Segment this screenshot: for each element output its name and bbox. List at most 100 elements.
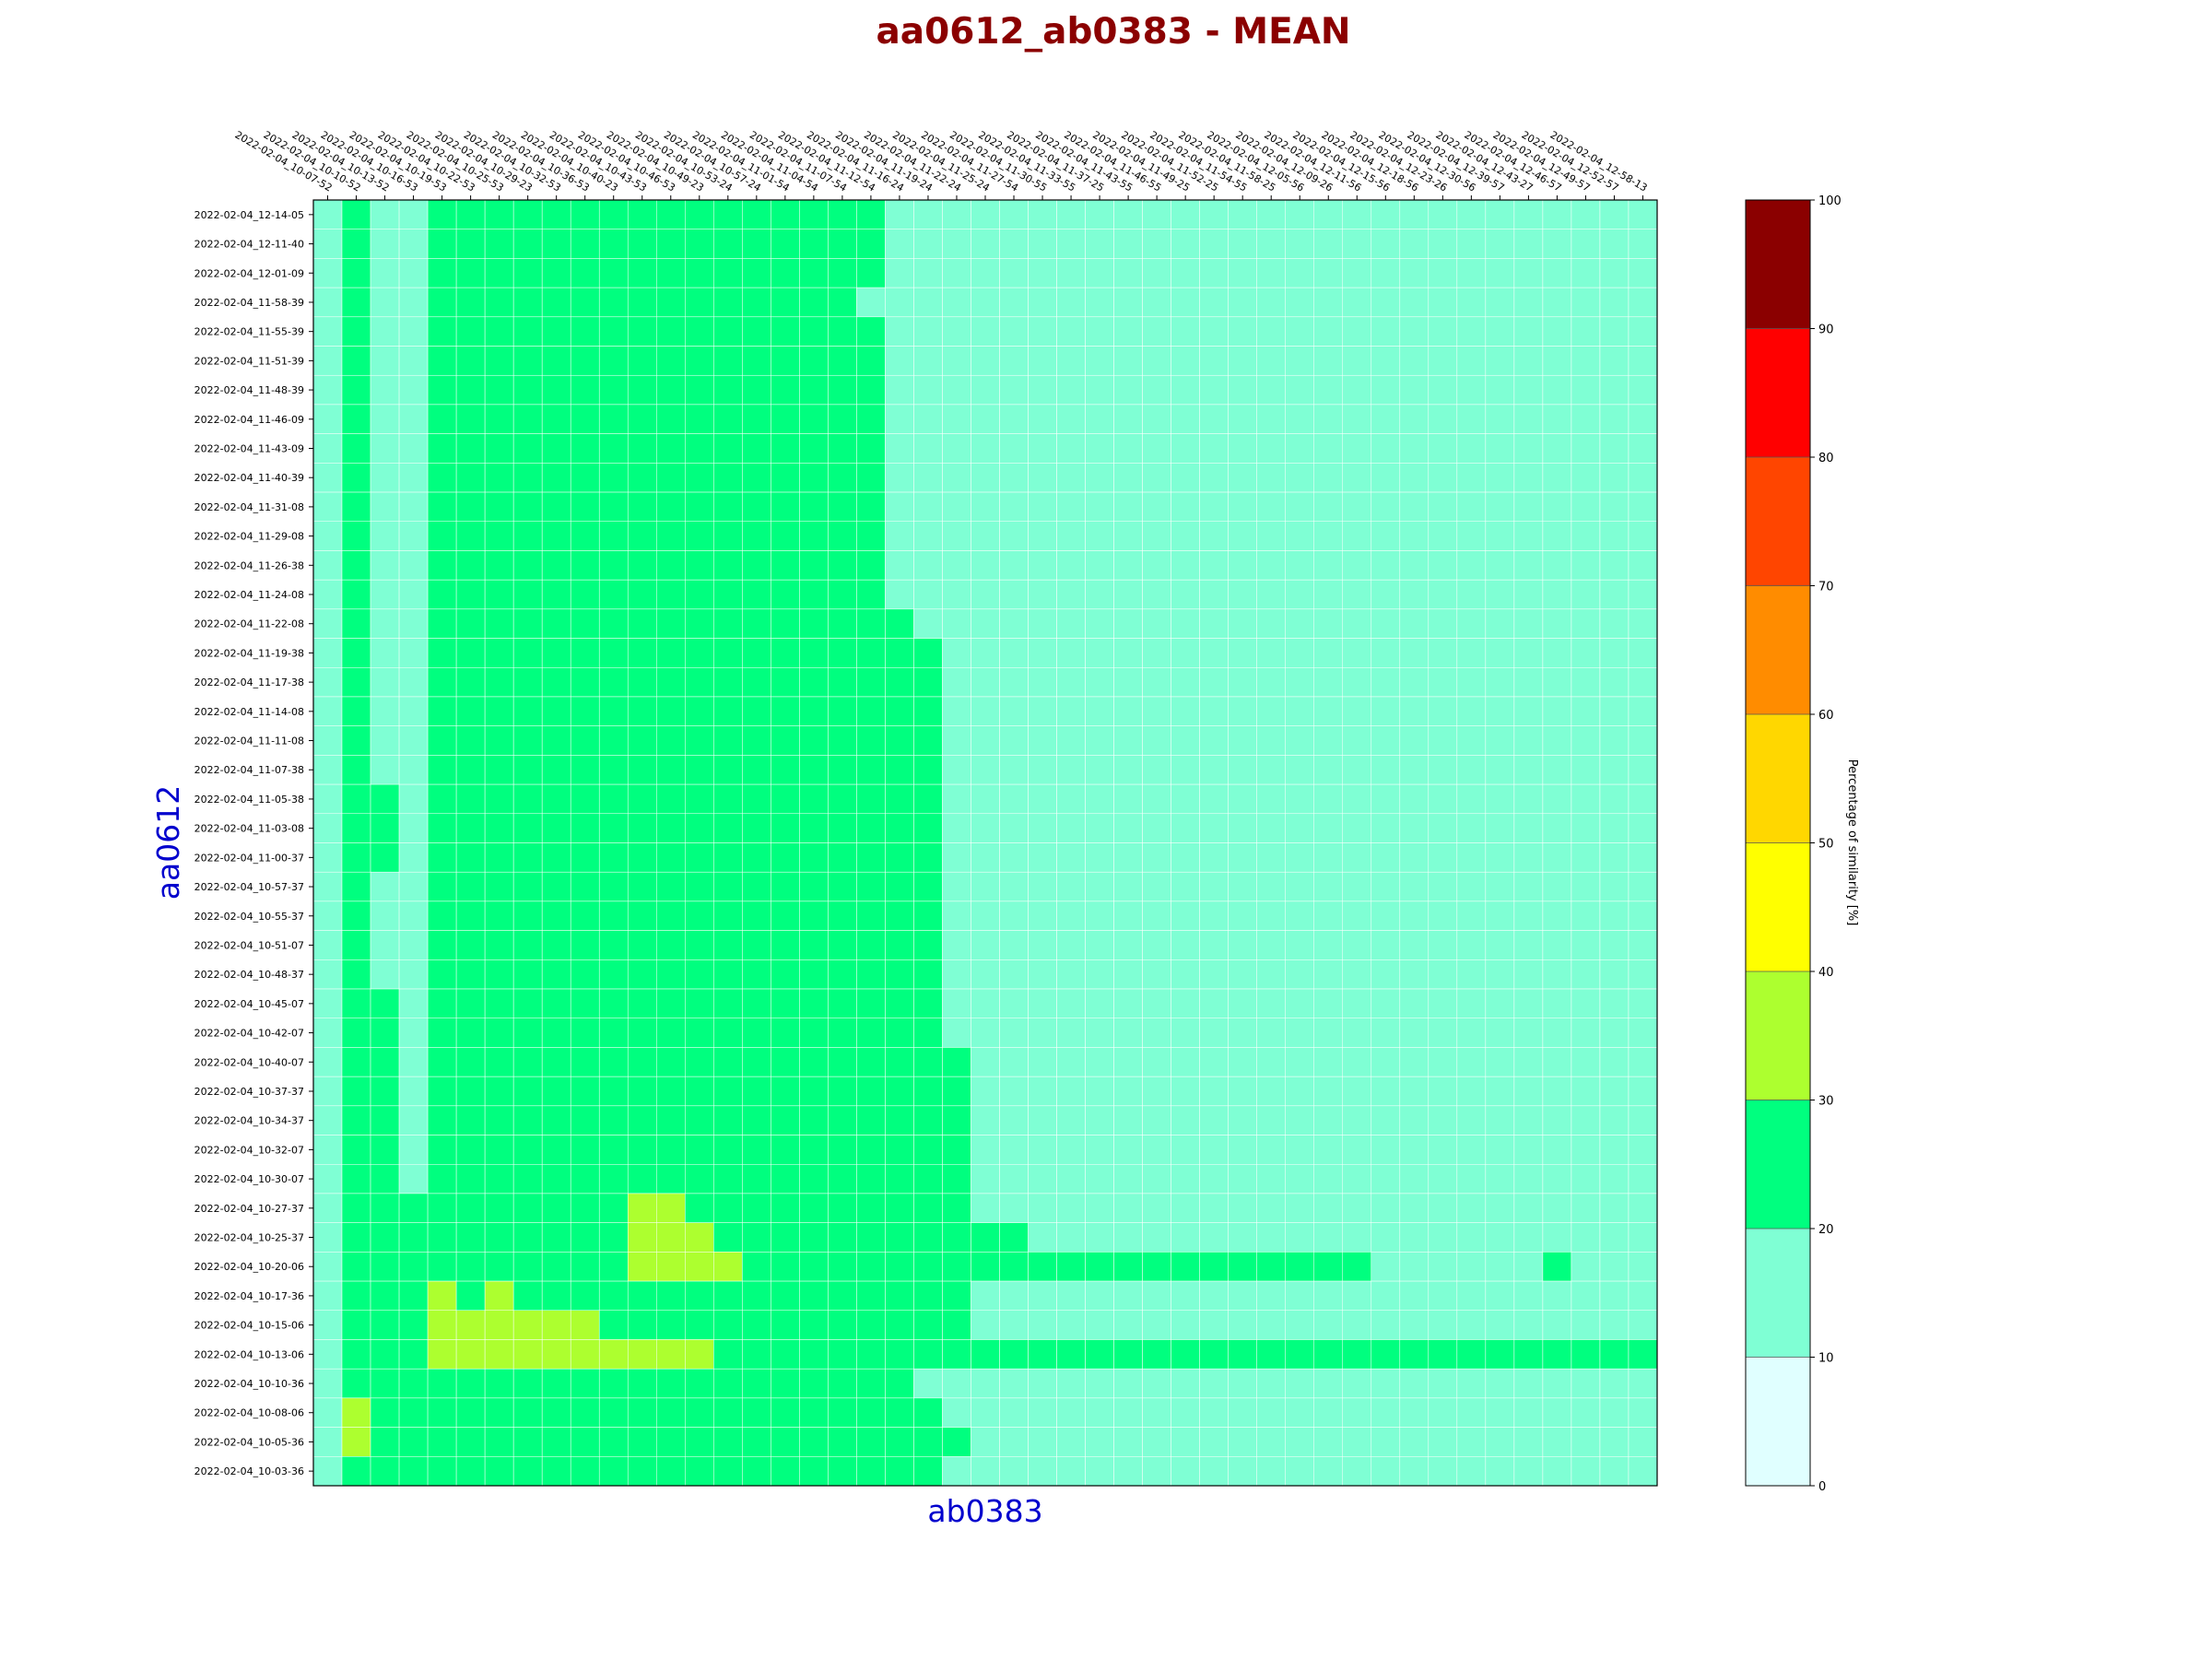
heatmap-cell [627, 1076, 657, 1107]
heatmap-cell [799, 1018, 829, 1048]
heatmap-cell [913, 959, 943, 990]
heatmap-cell [1028, 1368, 1057, 1399]
heatmap-cell [427, 463, 457, 493]
heatmap-cell [598, 1018, 629, 1048]
heatmap-cell [1428, 1222, 1458, 1253]
heatmap-cell [1142, 842, 1171, 873]
heatmap-cell [1628, 463, 1658, 493]
heatmap-cell [1142, 550, 1171, 581]
heatmap-cell [1028, 1280, 1057, 1312]
heatmap-cell [1371, 1280, 1401, 1312]
heatmap-cell [1199, 258, 1229, 288]
colorbar-bin [1746, 200, 1810, 329]
heatmap-cell [1142, 287, 1171, 318]
heatmap-cell [856, 696, 886, 726]
heatmap-cell [771, 725, 800, 756]
heatmap-cell [1085, 1252, 1114, 1282]
heatmap-cell [1485, 491, 1515, 523]
heatmap-cell [856, 813, 886, 843]
heatmap-cell [598, 1105, 629, 1135]
heatmap-cell [541, 346, 571, 376]
heatmap-cell [1142, 1193, 1171, 1223]
heatmap-cell [999, 930, 1029, 960]
heatmap-cell [1542, 579, 1572, 610]
heatmap-cell [1513, 521, 1544, 551]
heatmap-cell [942, 755, 971, 785]
heatmap-cell [1513, 842, 1544, 873]
heatmap-cell [828, 491, 857, 523]
heatmap-cell [427, 842, 457, 873]
heatmap-cell [1056, 1456, 1086, 1487]
heatmap-cell [1513, 346, 1544, 376]
heatmap-cell [1399, 900, 1430, 931]
heatmap-cell [1142, 1397, 1171, 1428]
heatmap-cell [713, 1310, 743, 1340]
heatmap-cell [627, 667, 657, 698]
heatmap-cell [1256, 988, 1286, 1018]
heatmap-cell [971, 1280, 1000, 1312]
heatmap-cell [1313, 521, 1344, 551]
heatmap-cell [828, 1135, 857, 1165]
heatmap-cell [885, 463, 914, 493]
heatmap-cell [427, 608, 457, 639]
heatmap-cell [913, 550, 943, 581]
heatmap-cell [1256, 1456, 1286, 1487]
heatmap-cell [312, 1018, 343, 1048]
heatmap-cell [856, 667, 886, 698]
heatmap-cell [1199, 1368, 1229, 1399]
heatmap-cell [1256, 871, 1286, 902]
heatmap-cell [1428, 842, 1458, 873]
heatmap-cell [713, 988, 743, 1018]
heatmap-cell [942, 1368, 971, 1399]
heatmap-cell [656, 1339, 686, 1370]
heatmap-cell [1199, 404, 1229, 434]
heatmap-cell [1371, 667, 1401, 698]
heatmap-cell [370, 287, 400, 318]
heatmap-cell [1599, 229, 1630, 259]
heatmap-cell [771, 1339, 800, 1370]
heatmap-cell [685, 930, 714, 960]
heatmap-cell [1628, 521, 1658, 551]
heatmap-cell [370, 491, 400, 523]
heatmap-cell [370, 404, 400, 434]
heatmap-cell [856, 755, 886, 785]
heatmap-cell [1199, 988, 1229, 1018]
heatmap-cell [1199, 579, 1229, 610]
heatmap-cell [455, 1047, 486, 1077]
heatmap-cell [999, 1252, 1029, 1282]
heatmap-cell [1399, 346, 1430, 376]
heatmap-cell [1056, 463, 1086, 493]
heatmap-cell [1113, 258, 1143, 288]
heatmap-cell [1171, 316, 1200, 347]
heatmap-cell [1056, 1339, 1086, 1370]
heatmap-cell [799, 638, 829, 668]
heatmap-cell [1056, 404, 1086, 434]
heatmap-cell [1228, 783, 1257, 815]
heatmap-cell [1513, 871, 1544, 902]
heatmap-cell [541, 1427, 571, 1457]
heatmap-cell [885, 755, 914, 785]
heatmap-cell [1142, 1368, 1171, 1399]
heatmap-cell [1428, 930, 1458, 960]
heatmap-cell [1485, 463, 1515, 493]
heatmap-cell [1485, 579, 1515, 610]
heatmap-cell [541, 316, 571, 347]
heatmap-cell [370, 696, 400, 726]
heatmap-cell [312, 725, 343, 756]
heatmap-cell [1371, 638, 1401, 668]
heatmap-cell [828, 1280, 857, 1312]
heatmap-cell [1371, 404, 1401, 434]
heatmap-cell [427, 930, 457, 960]
heatmap-cell [1456, 346, 1487, 376]
heatmap-cell [1513, 1280, 1544, 1312]
y-tick-label: 2022-02-04_10-10-36 [194, 1378, 304, 1390]
y-tick-label: 2022-02-04_10-27-37 [194, 1203, 304, 1215]
heatmap-cell [1513, 374, 1544, 406]
colorbar-tick-label: 100 [1818, 194, 1841, 208]
heatmap-cell [1513, 316, 1544, 347]
heatmap-cell [427, 374, 457, 406]
heatmap-cell [370, 258, 400, 288]
heatmap-cell [1456, 229, 1487, 259]
heatmap-cell [771, 1222, 800, 1253]
heatmap-cell [971, 491, 1000, 523]
